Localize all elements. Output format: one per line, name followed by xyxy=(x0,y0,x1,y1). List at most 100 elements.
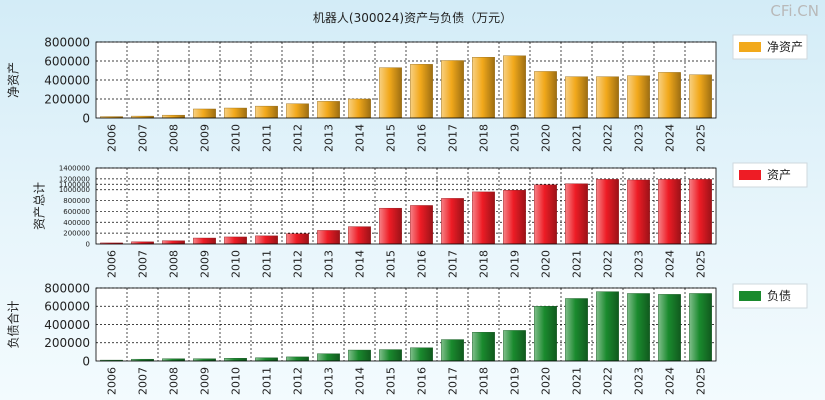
bar-2017 xyxy=(441,198,464,245)
bar-2022 xyxy=(596,179,619,245)
plot-frame xyxy=(95,167,717,245)
y-tick-label: 400000 xyxy=(63,219,90,227)
bar-2018 xyxy=(472,191,495,245)
y-tick-label: 200000 xyxy=(63,230,90,238)
x-tick-label: 2022 xyxy=(602,250,615,278)
bar-2021 xyxy=(565,298,588,362)
bar-2008 xyxy=(162,240,185,245)
bar-2023 xyxy=(627,179,650,245)
bar-2018 xyxy=(472,57,495,119)
x-tick-label: 2022 xyxy=(602,124,615,152)
x-tick-label: 2013 xyxy=(323,367,336,395)
chart-panel-1: 0 200000 400000 600000 800000 2006 2007 2008 200… xyxy=(7,34,808,152)
x-tick-label: 2018 xyxy=(478,367,491,395)
legend-label: 净资产 xyxy=(767,40,803,54)
x-tick-label: 2024 xyxy=(664,367,677,395)
y-tick-label: 400000 xyxy=(44,73,90,87)
y-tick-label: 600000 xyxy=(44,300,90,314)
y-tick-label: 800000 xyxy=(44,281,90,295)
x-tick-label: 2023 xyxy=(633,367,646,395)
bar-2009 xyxy=(193,237,216,245)
bar-2014 xyxy=(348,98,371,119)
x-tick-label: 2016 xyxy=(416,250,429,278)
page-title: 机器人(300024)资产与负债（万元） xyxy=(312,11,513,25)
x-tick-label: 2017 xyxy=(447,250,460,278)
bar-2025 xyxy=(689,179,712,245)
x-tick-label: 2020 xyxy=(540,250,553,278)
bar-2024 xyxy=(658,294,681,362)
bar-2014 xyxy=(348,226,371,245)
x-tick-label: 2018 xyxy=(478,124,491,152)
bar-2022 xyxy=(596,291,619,362)
y-tick-label: 1100000 xyxy=(59,181,90,189)
x-tick-label: 2014 xyxy=(354,124,367,152)
bar-2020 xyxy=(534,184,557,245)
bar-2020 xyxy=(534,71,557,119)
bar-2021 xyxy=(565,76,588,119)
y-tick-label: 0 xyxy=(82,111,90,125)
bar-2010 xyxy=(224,236,247,245)
x-tick-label: 2024 xyxy=(664,250,677,278)
x-tick-label: 2022 xyxy=(602,367,615,395)
y-axis-label: 净资产 xyxy=(7,62,21,98)
x-tick-label: 2016 xyxy=(416,367,429,395)
x-tick-label: 2013 xyxy=(323,124,336,152)
x-tick-label: 2009 xyxy=(199,250,212,278)
x-tick-label: 2019 xyxy=(509,367,522,395)
bar-2010 xyxy=(224,358,247,362)
x-tick-label: 2008 xyxy=(168,250,181,278)
y-tick-label: 600000 xyxy=(63,208,90,216)
x-tick-label: 2012 xyxy=(292,367,305,395)
x-tick-label: 2021 xyxy=(571,367,584,395)
y-tick-label: 1400000 xyxy=(59,165,90,173)
legend-swatch xyxy=(739,42,761,52)
bar-2019 xyxy=(503,330,526,362)
x-tick-label: 2012 xyxy=(292,250,305,278)
bar-2017 xyxy=(441,339,464,362)
bar-2011 xyxy=(255,357,278,362)
x-tick-label: 2011 xyxy=(261,367,274,395)
x-tick-label: 2010 xyxy=(230,124,243,152)
bar-2013 xyxy=(317,101,340,119)
x-tick-label: 2006 xyxy=(106,367,119,395)
bar-2018 xyxy=(472,332,495,362)
bar-2016 xyxy=(410,64,433,119)
x-tick-label: 2023 xyxy=(633,250,646,278)
x-tick-label: 2007 xyxy=(137,124,150,152)
y-tick-label: 1200000 xyxy=(59,175,90,183)
x-tick-label: 2007 xyxy=(137,250,150,278)
x-tick-label: 2014 xyxy=(354,250,367,278)
x-tick-label: 2017 xyxy=(447,124,460,152)
x-tick-label: 2015 xyxy=(385,124,398,152)
x-tick-label: 2025 xyxy=(695,367,708,395)
x-tick-label: 2007 xyxy=(137,367,150,395)
bar-2012 xyxy=(286,103,309,119)
y-axis-label: 资产总计 xyxy=(33,182,47,230)
x-tick-label: 2021 xyxy=(571,124,584,152)
chart-panel-3: 0 200000 400000 600000 800000 2006 2007 2008 200… xyxy=(6,281,808,395)
bar-2024 xyxy=(658,179,681,245)
bar-2009 xyxy=(193,108,216,119)
bar-2012 xyxy=(286,356,309,362)
bar-2015 xyxy=(379,67,402,119)
y-tick-label: 200000 xyxy=(44,92,90,106)
bar-2013 xyxy=(317,230,340,245)
bar-2020 xyxy=(534,306,557,362)
y-tick-label: 0 xyxy=(86,241,90,249)
x-tick-label: 2010 xyxy=(230,250,243,278)
x-tick-label: 2024 xyxy=(664,124,677,152)
x-tick-label: 2011 xyxy=(261,250,274,278)
bar-2010 xyxy=(224,107,247,119)
watermark-logo: CFi.CN xyxy=(770,2,819,20)
bar-2013 xyxy=(317,353,340,362)
y-tick-label: 400000 xyxy=(44,318,90,332)
legend-label: 负债 xyxy=(767,289,791,303)
legend-swatch xyxy=(739,291,761,301)
legend: 净资产 xyxy=(732,34,808,60)
legend-swatch xyxy=(739,170,761,180)
x-tick-label: 2016 xyxy=(416,124,429,152)
x-tick-label: 2025 xyxy=(695,250,708,278)
x-tick-label: 2020 xyxy=(540,124,553,152)
x-tick-label: 2019 xyxy=(509,250,522,278)
